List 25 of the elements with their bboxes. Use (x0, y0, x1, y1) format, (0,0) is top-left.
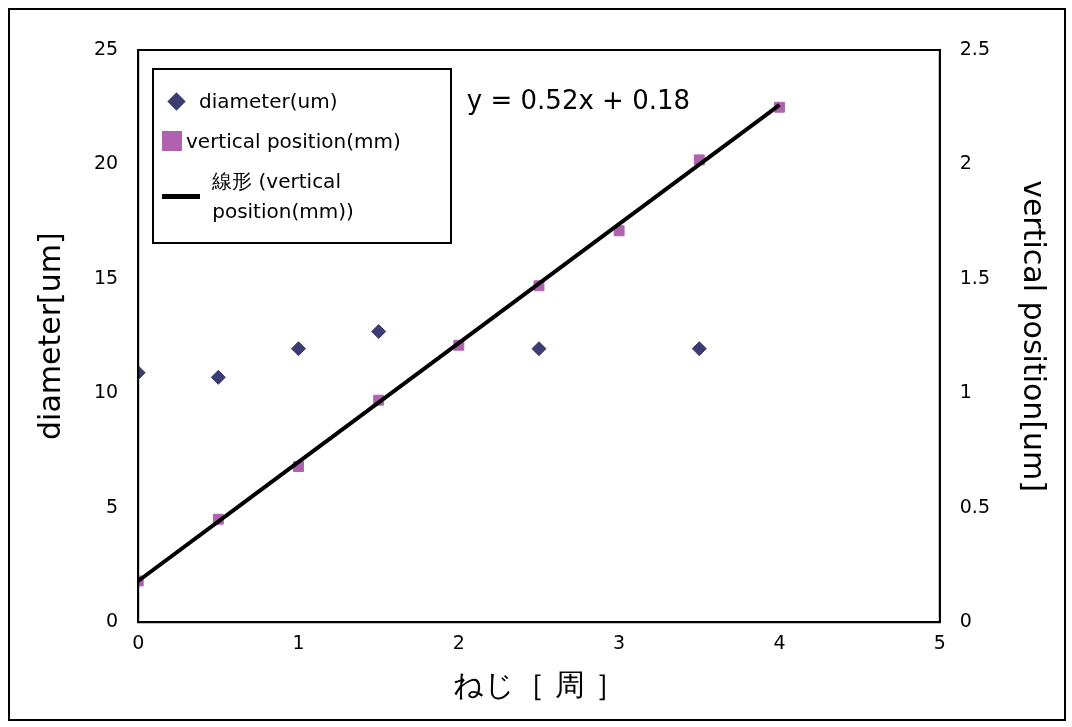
x-tick-label: 3 (613, 630, 626, 653)
x-tick-label: 5 (933, 630, 946, 653)
y-tick-label: 15 (93, 265, 119, 288)
y-tick-label: 20 (93, 151, 119, 174)
x-tick-label: 1 (292, 630, 305, 653)
legend-label: 線形 (vertical position(mm)) (212, 168, 355, 225)
y2-tick-label: 1 (959, 380, 972, 403)
x-tick-label: 4 (773, 630, 786, 653)
y-axis-title: diameter[um] (31, 232, 67, 440)
y2-tick-label: 2.5 (959, 36, 990, 59)
y-tick-label: 10 (93, 380, 119, 403)
legend-label: diameter(um) (199, 88, 338, 115)
x-tick-label: 0 (132, 630, 145, 653)
y2-axis-title: vertical position[um] (1017, 180, 1053, 493)
y-tick-label: 25 (93, 36, 119, 59)
y-tick-label: 5 (106, 494, 119, 517)
x-axis-title: ねじ［ 周 ］ (453, 666, 625, 702)
y2-tick-label: 1.5 (959, 265, 990, 288)
y2-tick-label: 0 (959, 609, 972, 632)
legend-label: vertical position(mm) (186, 128, 401, 155)
y2-tick-label: 0.5 (959, 494, 990, 517)
x-tick-label: 2 (452, 630, 465, 653)
y-tick-label: 0 (106, 609, 119, 632)
y2-tick-label: 2 (959, 151, 972, 174)
annotation: y = 0.52x + 0.18 (466, 84, 691, 115)
